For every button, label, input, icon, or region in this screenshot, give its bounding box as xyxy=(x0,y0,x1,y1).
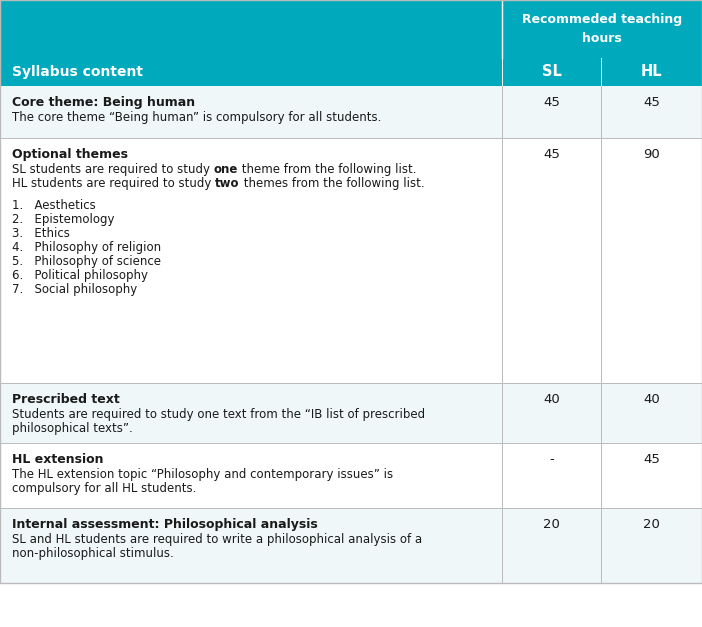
Text: Core theme: Being human: Core theme: Being human xyxy=(12,96,195,109)
Bar xyxy=(0,508,702,583)
Text: non-philosophical stimulus.: non-philosophical stimulus. xyxy=(12,547,174,560)
Text: -: - xyxy=(549,453,554,466)
Bar xyxy=(0,383,702,443)
Text: 20: 20 xyxy=(643,518,660,531)
Text: The core theme “Being human” is compulsory for all students.: The core theme “Being human” is compulso… xyxy=(12,111,381,124)
Text: HL extension: HL extension xyxy=(12,453,103,466)
Text: Students are required to study one text from the “IB list of prescribed: Students are required to study one text … xyxy=(12,408,425,421)
Bar xyxy=(0,443,702,508)
Text: Prescribed text: Prescribed text xyxy=(12,393,120,406)
Text: Recommeded teaching
hours: Recommeded teaching hours xyxy=(522,14,682,45)
Text: SL students are required to study: SL students are required to study xyxy=(12,163,213,176)
Text: Syllabus content: Syllabus content xyxy=(12,65,143,79)
Bar xyxy=(502,58,503,86)
Text: 6.   Political philosophy: 6. Political philosophy xyxy=(12,269,148,282)
Text: Optional themes: Optional themes xyxy=(12,148,128,161)
Text: 45: 45 xyxy=(643,96,660,109)
Text: 3.   Ethics: 3. Ethics xyxy=(12,227,70,240)
Bar xyxy=(0,58,702,86)
Text: HL students are required to study: HL students are required to study xyxy=(12,177,215,190)
Text: 2.   Epistemology: 2. Epistemology xyxy=(12,213,114,226)
Bar xyxy=(0,0,702,58)
Text: HL: HL xyxy=(641,65,662,80)
Text: Internal assessment: Philosophical analysis: Internal assessment: Philosophical analy… xyxy=(12,518,318,531)
Text: 45: 45 xyxy=(643,453,660,466)
Text: SL: SL xyxy=(541,65,562,80)
Text: one: one xyxy=(213,163,238,176)
Text: 1.   Aesthetics: 1. Aesthetics xyxy=(12,199,95,212)
Bar xyxy=(0,138,702,383)
Text: two: two xyxy=(215,177,239,190)
Text: SL and HL students are required to write a philosophical analysis of a: SL and HL students are required to write… xyxy=(12,533,422,546)
Bar xyxy=(601,58,602,86)
Text: theme from the following list.: theme from the following list. xyxy=(238,163,416,176)
Text: 45: 45 xyxy=(543,96,560,109)
Text: 20: 20 xyxy=(543,518,560,531)
Text: compulsory for all HL students.: compulsory for all HL students. xyxy=(12,482,197,495)
Text: 5.   Philosophy of science: 5. Philosophy of science xyxy=(12,255,161,268)
Text: 7.   Social philosophy: 7. Social philosophy xyxy=(12,283,138,296)
Text: 45: 45 xyxy=(543,148,560,161)
Text: 90: 90 xyxy=(643,148,660,161)
Bar xyxy=(0,86,702,138)
Text: philosophical texts”.: philosophical texts”. xyxy=(12,422,133,435)
Text: 40: 40 xyxy=(643,393,660,406)
Text: The HL extension topic “Philosophy and contemporary issues” is: The HL extension topic “Philosophy and c… xyxy=(12,468,393,481)
Text: themes from the following list.: themes from the following list. xyxy=(239,177,424,190)
Text: 4.   Philosophy of religion: 4. Philosophy of religion xyxy=(12,241,161,254)
Text: 40: 40 xyxy=(543,393,560,406)
